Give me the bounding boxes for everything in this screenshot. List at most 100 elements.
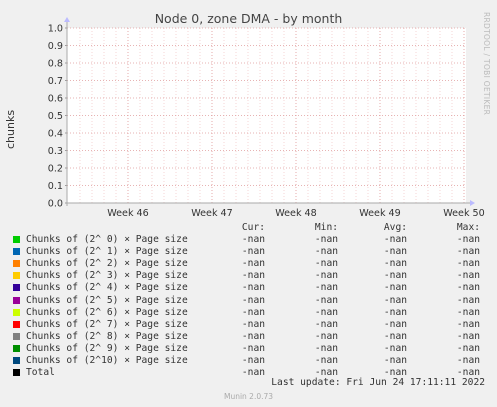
legend-label: Chunks of (2^ 3) × Page size (26, 270, 188, 282)
legend-value-max: -nan (456, 234, 480, 245)
legend-value-min: -nan (314, 294, 338, 306)
legend-label: Total (26, 367, 55, 379)
legend-value-min: -nan (314, 234, 338, 245)
legend-header-avg: Avg: (383, 222, 407, 233)
legend-value-cur: -nan (241, 258, 265, 270)
legend-row: Chunks of (2^ 6) × Page size -nan -nan -nan… (13, 307, 483, 319)
legend-value-avg: -nan (383, 342, 407, 354)
legend-value-min: -nan (314, 258, 338, 270)
legend-label: Chunks of (2^ 0) × Page size (26, 234, 188, 245)
legend-swatch (13, 272, 20, 280)
legend-row: Chunks of (2^ 7) × Page size -nan -nan -nan… (13, 319, 483, 331)
legend-value-max: -nan (456, 318, 480, 330)
legend-label: Chunks of (2^ 6) × Page size (26, 306, 188, 318)
legend-value-cur: -nan (241, 234, 265, 245)
legend-swatch (13, 369, 20, 377)
legend-swatch (13, 320, 20, 328)
legend-row: Total -nan -nan -nan -nan (13, 367, 483, 379)
legend-row: Chunks of (2^ 9) × Page size -nan -nan -nan… (13, 343, 483, 355)
y-tick-label: 0.3 (48, 146, 63, 157)
legend-value-min: -nan (314, 330, 338, 342)
x-tick-label: Week 50 (443, 208, 485, 219)
legend-value-cur: -nan (241, 330, 265, 342)
legend-value-max: -nan (456, 246, 480, 258)
legend-value-min: -nan (314, 246, 338, 258)
legend-value-min: -nan (314, 342, 338, 354)
legend-value-avg: -nan (383, 367, 407, 379)
legend-value-cur: -nan (241, 282, 265, 294)
legend-value-cur: -nan (241, 367, 265, 379)
legend-swatch (13, 296, 20, 304)
x-tick-label: Week 49 (359, 208, 401, 219)
legend-value-avg: -nan (383, 294, 407, 306)
legend-row: Chunks of (2^ 1) × Page size -nan -nan -nan… (13, 246, 483, 258)
legend-value-min: -nan (314, 306, 338, 318)
legend-value-min: -nan (314, 318, 338, 330)
legend-row: Chunks of (2^ 4) × Page size -nan -nan -nan… (13, 282, 483, 294)
y-tick-label: 0.7 (48, 76, 63, 87)
legend-header-cur: Cur: (241, 222, 265, 233)
legend-value-min: -nan (314, 367, 338, 379)
legend-row: Chunks of (2^ 8) × Page size -nan -nan -nan… (13, 331, 483, 343)
legend-swatch (13, 332, 20, 340)
last-update: Last update: Fri Jun 24 17:11:11 2022 (271, 377, 485, 388)
legend-value-min: -nan (314, 282, 338, 294)
legend-row: Chunks of (2^ 3) × Page size -nan -nan -nan… (13, 270, 483, 282)
legend-value-max: -nan (456, 294, 480, 306)
legend-label: Chunks of (2^ 4) × Page size (26, 282, 188, 294)
legend-swatch (13, 344, 20, 352)
legend-value-avg: -nan (383, 318, 407, 330)
legend-swatch (13, 248, 20, 256)
legend-label: Chunks of (2^ 5) × Page size (26, 294, 188, 306)
legend-row: Chunks of (2^ 0) × Page size -nan -nan -nan… (13, 234, 483, 246)
legend-row: Chunks of (2^ 2) × Page size -nan -nan -nan… (13, 258, 483, 270)
legend-value-avg: -nan (383, 258, 407, 270)
legend-value-cur: -nan (241, 342, 265, 354)
legend-label: Chunks of (2^ 9) × Page size (26, 342, 188, 354)
legend-row: Chunks of (2^ 5) × Page size -nan -nan -nan… (13, 295, 483, 307)
legend-value-avg: -nan (383, 306, 407, 318)
legend-value-avg: -nan (383, 234, 407, 245)
y-tick-label: 0.6 (48, 94, 63, 105)
legend-value-max: -nan (456, 258, 480, 270)
y-tick-label: 0.0 (48, 199, 63, 210)
legend-value-min: -nan (314, 270, 338, 282)
legend-label: Chunks of (2^ 2) × Page size (26, 258, 188, 270)
legend-value-max: -nan (456, 355, 480, 366)
legend-value-cur: -nan (241, 306, 265, 318)
legend-swatch (13, 357, 20, 364)
legend-value-cur: -nan (241, 318, 265, 330)
x-tick-label: Week 47 (191, 208, 233, 219)
legend-value-cur: -nan (241, 294, 265, 306)
x-tick-label: Week 46 (107, 208, 149, 219)
legend-swatch (13, 308, 20, 316)
legend-label: Chunks of (2^10) × Page size (26, 355, 188, 366)
y-tick-label: 0.2 (48, 164, 63, 175)
x-tick-label: Week 48 (275, 208, 317, 219)
munin-version: Munin 2.0.73 (223, 392, 274, 401)
legend-header-max: Max: (456, 222, 480, 233)
rrdtool-watermark: RRDTOOL / TOBI OETIKER (482, 12, 491, 116)
legend-value-max: -nan (456, 367, 480, 379)
chart-title: Node 0, zone DMA - by month (154, 11, 343, 26)
legend-row: Chunks of (2^10) × Page size -nan -nan -nan… (13, 355, 483, 367)
legend-value-max: -nan (456, 330, 480, 342)
legend-value-avg: -nan (383, 330, 407, 342)
y-tick-label: 0.8 (48, 59, 63, 70)
y-tick-label: 0.4 (48, 129, 63, 140)
legend-label: Chunks of (2^ 8) × Page size (26, 330, 188, 342)
y-tick-label: 0.5 (48, 111, 63, 122)
legend-value-max: -nan (456, 306, 480, 318)
y-tick-label: 0.9 (48, 41, 63, 52)
legend-label: Chunks of (2^ 7) × Page size (26, 318, 188, 330)
legend-value-max: -nan (456, 342, 480, 354)
legend-swatch (13, 284, 20, 292)
x-axis-arrow (470, 200, 475, 206)
legend-value-avg: -nan (383, 282, 407, 294)
legend-value-cur: -nan (241, 270, 265, 282)
legend-value-min: -nan (314, 355, 338, 366)
legend-value-avg: -nan (383, 270, 407, 282)
y-tick-label: 0.1 (48, 181, 63, 192)
y-tick-label: 1.0 (48, 24, 63, 35)
